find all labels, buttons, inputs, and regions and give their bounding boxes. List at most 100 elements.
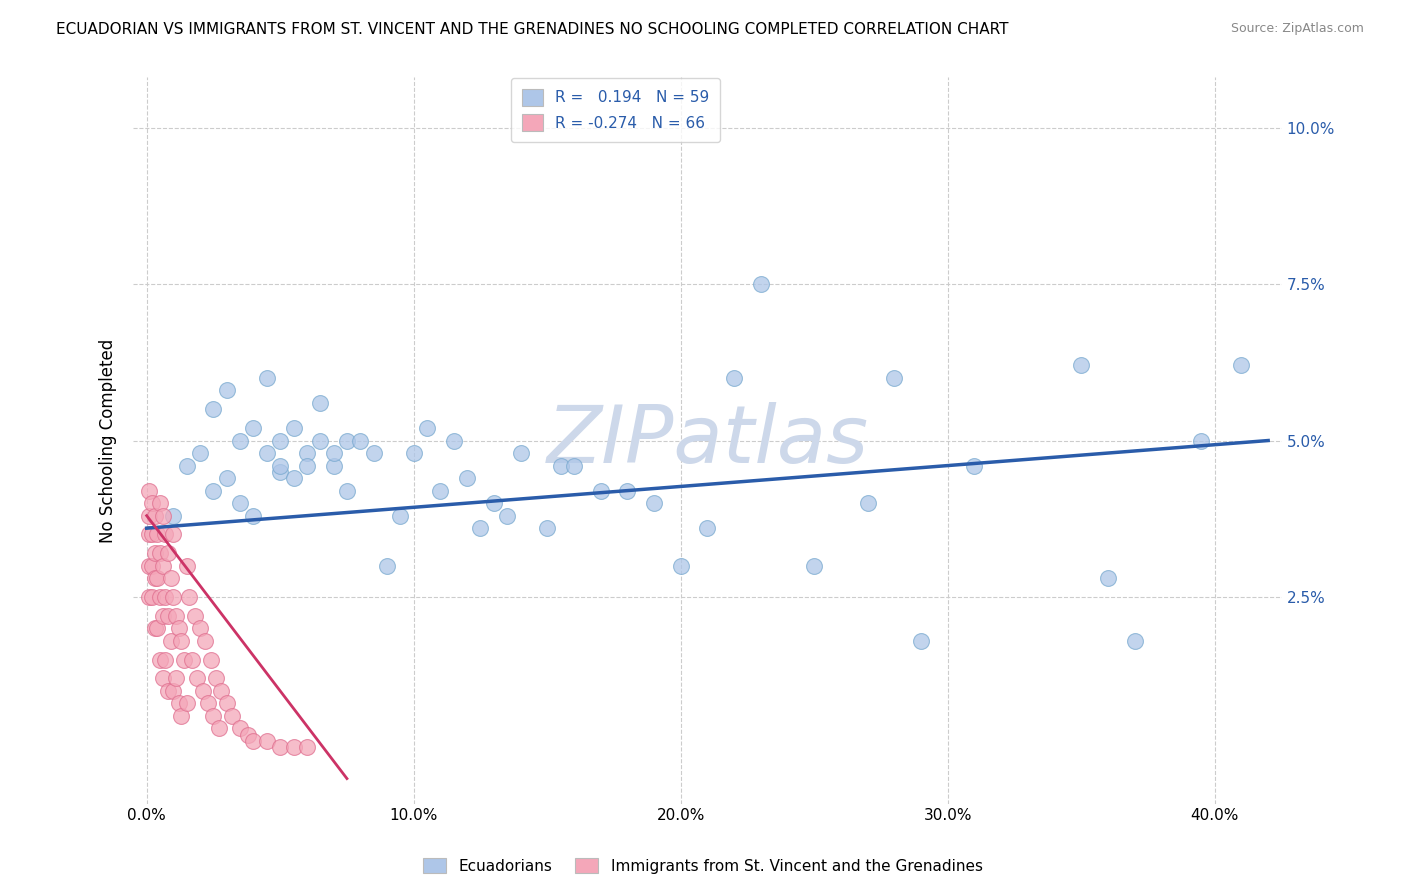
Point <box>416 421 439 435</box>
Point <box>157 546 180 560</box>
Point <box>1230 359 1253 373</box>
Point <box>181 653 204 667</box>
Point <box>146 571 169 585</box>
Point <box>202 402 225 417</box>
Point <box>138 558 160 573</box>
Point <box>215 471 238 485</box>
Point <box>138 508 160 523</box>
Text: Source: ZipAtlas.com: Source: ZipAtlas.com <box>1230 22 1364 36</box>
Point <box>482 496 505 510</box>
Point <box>443 434 465 448</box>
Point <box>242 734 264 748</box>
Point <box>256 371 278 385</box>
Point <box>856 496 879 510</box>
Point <box>215 697 238 711</box>
Point <box>562 458 585 473</box>
Point <box>696 521 718 535</box>
Point <box>200 653 222 667</box>
Point <box>146 621 169 635</box>
Point <box>242 508 264 523</box>
Point <box>188 446 211 460</box>
Point <box>149 496 172 510</box>
Point <box>221 709 243 723</box>
Point <box>723 371 745 385</box>
Point <box>749 277 772 291</box>
Text: ECUADORIAN VS IMMIGRANTS FROM ST. VINCENT AND THE GRENADINES NO SCHOOLING COMPLE: ECUADORIAN VS IMMIGRANTS FROM ST. VINCEN… <box>56 22 1008 37</box>
Point <box>159 571 181 585</box>
Point <box>176 697 198 711</box>
Point <box>295 740 318 755</box>
Point <box>205 672 228 686</box>
Point <box>157 684 180 698</box>
Point <box>141 558 163 573</box>
Point <box>188 621 211 635</box>
Point <box>496 508 519 523</box>
Legend: Ecuadorians, Immigrants from St. Vincent and the Grenadines: Ecuadorians, Immigrants from St. Vincent… <box>418 852 988 880</box>
Point <box>173 653 195 667</box>
Point <box>283 421 305 435</box>
Point <box>470 521 492 535</box>
Point <box>589 483 612 498</box>
Point <box>509 446 531 460</box>
Point <box>429 483 451 498</box>
Point <box>322 458 344 473</box>
Point <box>269 434 291 448</box>
Point <box>242 421 264 435</box>
Point <box>143 571 166 585</box>
Point <box>165 608 187 623</box>
Point <box>309 396 332 410</box>
Point <box>138 590 160 604</box>
Point <box>256 446 278 460</box>
Point <box>1123 633 1146 648</box>
Point <box>269 740 291 755</box>
Point <box>157 608 180 623</box>
Point <box>1070 359 1092 373</box>
Point <box>176 458 198 473</box>
Point <box>149 590 172 604</box>
Point <box>162 684 184 698</box>
Point <box>184 608 207 623</box>
Point <box>208 722 231 736</box>
Point <box>138 527 160 541</box>
Point <box>141 496 163 510</box>
Point <box>152 608 174 623</box>
Point <box>186 672 208 686</box>
Point <box>963 458 986 473</box>
Point <box>883 371 905 385</box>
Point <box>143 546 166 560</box>
Point <box>336 483 359 498</box>
Point <box>162 590 184 604</box>
Point <box>803 558 825 573</box>
Point <box>349 434 371 448</box>
Point <box>336 434 359 448</box>
Point <box>1097 571 1119 585</box>
Point <box>165 672 187 686</box>
Point <box>211 684 233 698</box>
Point <box>269 465 291 479</box>
Point <box>176 558 198 573</box>
Point <box>155 527 177 541</box>
Point <box>149 546 172 560</box>
Point <box>402 446 425 460</box>
Point <box>229 496 252 510</box>
Point <box>152 672 174 686</box>
Point <box>363 446 385 460</box>
Point <box>143 621 166 635</box>
Point <box>155 653 177 667</box>
Point <box>236 728 259 742</box>
Point <box>141 590 163 604</box>
Point <box>141 527 163 541</box>
Point <box>283 471 305 485</box>
Point <box>1189 434 1212 448</box>
Point <box>152 558 174 573</box>
Point <box>375 558 398 573</box>
Point <box>616 483 638 498</box>
Point <box>138 483 160 498</box>
Point <box>155 590 177 604</box>
Point <box>143 508 166 523</box>
Point <box>152 508 174 523</box>
Y-axis label: No Schooling Completed: No Schooling Completed <box>100 338 117 542</box>
Point <box>170 709 193 723</box>
Point <box>910 633 932 648</box>
Point <box>550 458 572 473</box>
